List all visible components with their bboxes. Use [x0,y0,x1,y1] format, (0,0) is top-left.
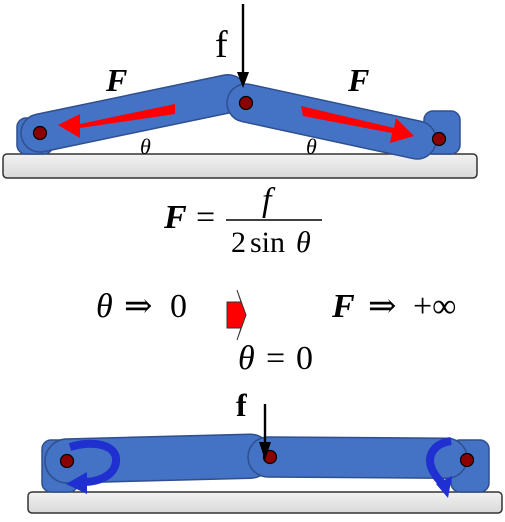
left-force-arrow [58,104,175,138]
theta-zero-value: 0 [296,340,313,377]
top-right-link [226,83,437,160]
formula-lhs: F [164,199,187,236]
right-force-label: F [348,62,370,98]
formula-denominator-coef: 2 [231,226,246,259]
top-left-pin [32,125,48,141]
top-input-force-arrowhead [237,72,249,88]
theta-limit-var: θ [96,288,113,325]
formula-denominator-func: sin [250,226,286,259]
formula-numerator: f [262,182,272,219]
right-force-arrow [301,106,414,143]
bottom-force-label-f: f [236,387,247,423]
bottom-input-force-arrowhead [259,442,271,460]
force-limit-arrow: ⇒ [368,288,397,325]
bottom-ground-plate [27,491,503,514]
top-right-pin [431,131,447,147]
top-force-label-f: f [215,24,228,66]
bottom-right-pin [459,452,475,468]
transition-arrow-icon [226,289,247,341]
theta-limit-value: 0 [170,288,187,325]
right-angle-label: θ [306,134,317,159]
formula-denominator-var: θ [296,226,311,259]
top-mechanism [2,4,478,179]
bottom-mechanism [27,404,503,514]
formula-equals: = [196,199,216,236]
force-limit-value: +∞ [413,288,457,325]
left-rotation-arrow-icon [66,439,120,494]
force-limit-var: F [332,288,355,325]
left-angle-label: θ [140,134,151,159]
top-center-pin [238,95,254,111]
left-force-label: F [106,62,128,98]
theta-zero-eq: = [266,340,286,377]
theta-zero-var: θ [238,340,255,377]
right-rotation-arrow-icon [426,437,452,498]
top-ground-plate [2,153,478,179]
bottom-left-pin [59,453,75,469]
theta-limit-arrow: ⇒ [124,288,153,325]
